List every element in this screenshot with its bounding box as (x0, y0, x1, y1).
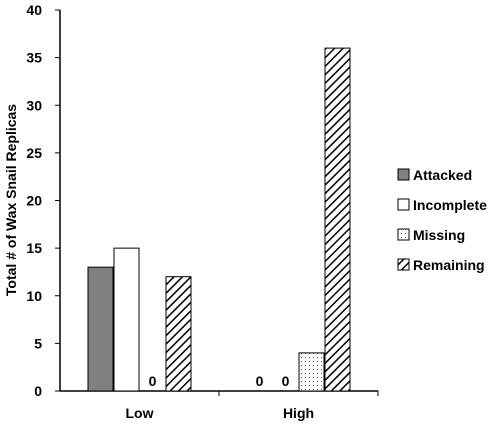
legend-label-missing: Missing (413, 227, 465, 243)
zero-label-incomplete-high: 0 (282, 373, 290, 389)
y-tick-label: 30 (26, 97, 42, 113)
y-axis-label: Total # of Wax Snail Replicas (3, 104, 19, 296)
legend-label-incomplete: Incomplete (413, 197, 487, 213)
bar-remaining-low (165, 276, 192, 392)
legend-swatch-incomplete (397, 198, 410, 211)
y-tick-label: 0 (34, 383, 42, 399)
y-tick-label: 10 (26, 288, 42, 304)
y-tick-label: 5 (34, 335, 42, 351)
y-tick-label: 25 (26, 145, 42, 161)
legend-swatch-remaining (397, 258, 410, 271)
bar-attacked-low (87, 266, 114, 392)
y-tick-label: 40 (26, 2, 42, 18)
data-labels: 0 0 0 (149, 373, 290, 389)
bar-remaining-high (324, 47, 351, 392)
y-tick-label: 20 (26, 193, 42, 209)
zero-label-attacked-high: 0 (256, 373, 264, 389)
legend-label-attacked: Attacked (413, 167, 472, 183)
legend-swatch-missing (397, 228, 410, 241)
zero-label-missing-low: 0 (149, 373, 157, 389)
bars (87, 47, 351, 392)
x-tick-label: High (283, 405, 314, 421)
bar-incomplete-low (113, 247, 140, 392)
x-tick-label: Low (126, 405, 154, 421)
legend-swatch-attacked (397, 168, 410, 181)
bar-missing-high (298, 352, 325, 392)
y-tick-label: 15 (26, 240, 42, 256)
legend: Attacked Incomplete Missing Remaining (397, 167, 487, 273)
y-axis: 0 5 10 15 20 25 30 35 40 (26, 2, 61, 399)
x-axis: Low High (60, 390, 379, 421)
legend-label-remaining: Remaining (413, 257, 485, 273)
y-tick-label: 35 (26, 50, 42, 66)
